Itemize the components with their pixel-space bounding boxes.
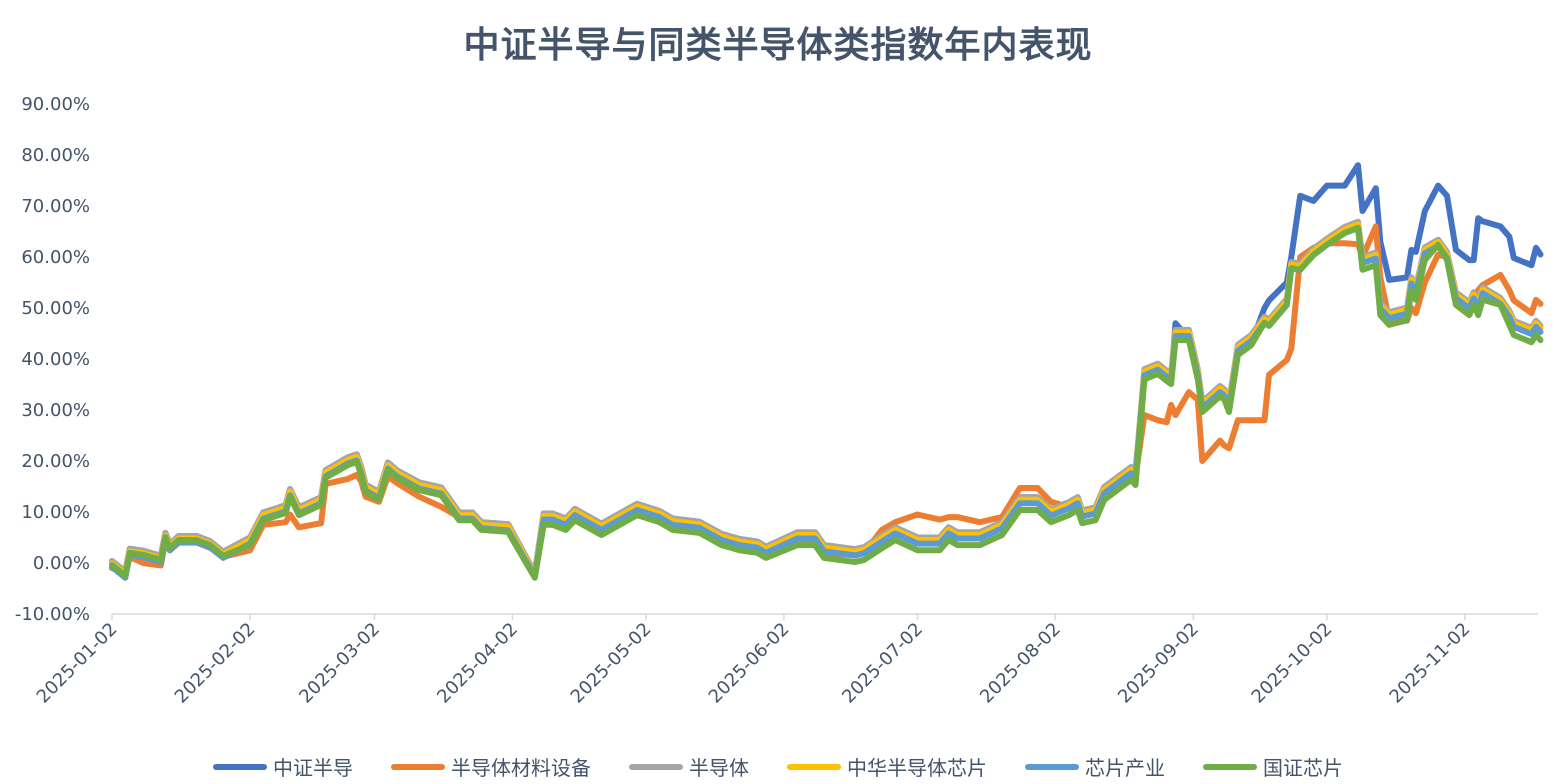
y-tick-label: 50.00% [21,298,90,319]
legend-label: 国证芯片 [1263,756,1343,780]
legend-label: 半导体材料设备 [451,756,591,780]
legend-item: 半导体 [629,752,749,781]
series-line-2 [109,223,1544,577]
series-line-4 [109,221,1544,578]
y-tick-label: 10.00% [21,502,90,523]
chart-title: 中证半导与同类半导体类指数年内表现 [463,25,1093,66]
y-tick-label: 20.00% [21,451,90,472]
series-line-6 [109,224,1544,581]
x-tick-label: 2025-04-02 [433,619,522,708]
legend-item: 芯片产业 [1025,752,1165,781]
x-axis: 2025-01-02 2025-02-02 2025-03-02 2025-04-02… [33,613,1538,708]
x-tick-label: 2025-09-02 [1114,619,1203,708]
legend: 中证半导 半导体材料设备 半导体 中华半导体芯片 芯片产业 国证芯片 [0,752,1556,781]
y-tick-label: -10.00% [15,604,90,625]
legend-item: 国证芯片 [1203,752,1343,781]
x-tick-label: 2025-03-02 [295,619,384,708]
series-lines [109,162,1544,581]
x-tick-label: 2025-05-02 [567,619,656,708]
x-tick-label: 2025-01-02 [33,619,122,708]
x-tick-label: 2025-10-02 [1248,619,1337,708]
legend-swatch [1203,763,1257,770]
legend-label: 中证半导 [273,756,353,780]
legend-label: 半导体 [689,756,749,780]
legend-swatch [1025,763,1079,770]
series-line-3 [109,218,1544,577]
y-tick-label: 60.00% [21,247,90,268]
legend-item: 半导体材料设备 [391,752,591,781]
y-tick-label: 30.00% [21,400,90,421]
y-tick-label: 0.00% [33,553,90,574]
x-tick-label: 2025-02-02 [171,619,260,708]
legend-swatch [213,763,267,770]
legend-item: 中证半导 [213,752,353,781]
y-tick-label: 80.00% [21,145,90,166]
legend-label: 中华半导体芯片 [847,756,987,780]
legend-item: 中华半导体芯片 [787,752,987,781]
legend-swatch [629,763,683,770]
y-axis: -10.00% 0.00% 10.00% 20.00% 30.00% 40.00% 50.0… [15,94,90,625]
x-tick-label: 2025-11-02 [1386,619,1475,708]
x-tick-label: 2025-07-02 [838,619,927,708]
y-tick-label: 70.00% [21,196,90,217]
legend-swatch [391,763,445,770]
y-tick-label: 40.00% [21,349,90,370]
legend-swatch [787,763,841,770]
series-line-1 [109,162,1544,577]
x-tick-label: 2025-06-02 [705,619,794,708]
legend-label: 芯片产业 [1085,756,1165,780]
series-line-5 [109,224,1544,581]
x-tick-label: 2025-08-02 [976,619,1065,708]
y-tick-label: 90.00% [21,94,90,115]
